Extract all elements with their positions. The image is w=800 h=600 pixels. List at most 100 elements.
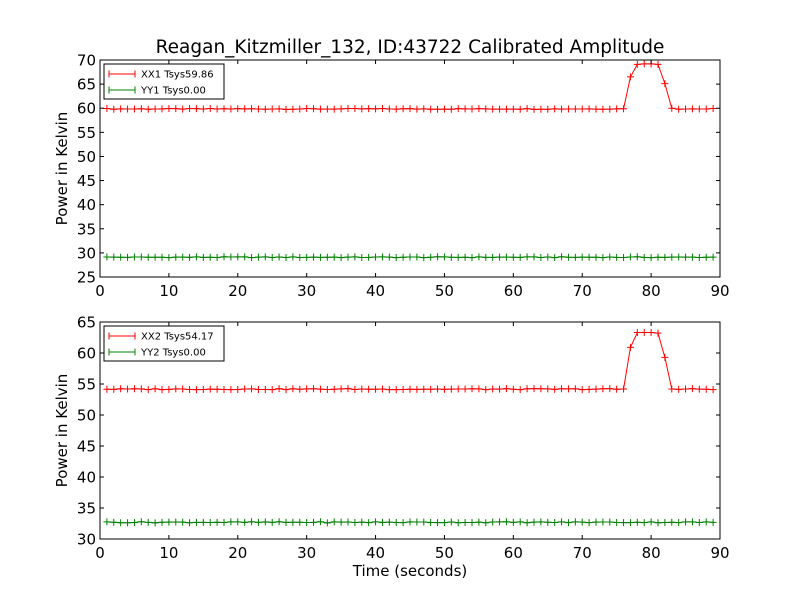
data-point: [358, 253, 366, 261]
y-axis-label: Power in Kelvin: [53, 112, 71, 226]
data-point: [378, 253, 386, 261]
data-point: [427, 519, 435, 527]
data-point: [489, 253, 497, 261]
data-point: [234, 253, 242, 261]
data-point: [282, 254, 290, 262]
data-point: [661, 80, 669, 88]
data-point: [192, 386, 200, 394]
data-point: [103, 105, 111, 113]
data-point: [537, 385, 545, 393]
data-point: [144, 386, 152, 394]
y-tick-label: 70: [77, 52, 96, 70]
data-point: [406, 518, 414, 526]
data-point: [675, 105, 683, 113]
data-point: [468, 519, 476, 527]
data-point: [647, 329, 655, 337]
data-point: [447, 253, 455, 261]
data-point: [268, 105, 276, 113]
data-point: [571, 253, 579, 261]
data-point: [509, 518, 517, 526]
data-point: [186, 253, 194, 261]
data-point: [261, 105, 269, 113]
data-point: [241, 385, 249, 393]
data-point: [220, 105, 228, 113]
data-point: [606, 518, 614, 526]
data-point: [461, 105, 469, 113]
data-point: [165, 254, 173, 262]
data-point: [516, 386, 524, 394]
data-point: [282, 105, 290, 113]
y-tick-label: 60: [77, 100, 96, 118]
y-axis-label: Power in Kelvin: [53, 374, 71, 488]
data-point: [337, 518, 345, 526]
data-point: [179, 385, 187, 393]
chart-title: Reagan_Kitzmiller_132, ID:43722 Calibrat…: [156, 37, 665, 58]
data-point: [275, 518, 283, 526]
data-point: [661, 519, 669, 527]
plot-frame: [99, 59, 721, 278]
data-point: [213, 105, 221, 113]
y-tick-label: 40: [77, 196, 96, 214]
data-point: [199, 253, 207, 261]
data-point: [227, 105, 235, 113]
data-point: [406, 385, 414, 393]
data-point: [482, 386, 490, 394]
data-point: [640, 60, 648, 68]
data-point: [551, 254, 559, 262]
data-point: [323, 253, 331, 261]
data-point: [675, 253, 683, 261]
data-point: [172, 385, 180, 393]
data-point: [378, 385, 386, 393]
data-point: [502, 253, 510, 261]
data-point: [420, 518, 428, 526]
data-point: [110, 105, 118, 113]
data-point: [633, 60, 641, 68]
data-point: [447, 518, 455, 526]
data-point: [365, 253, 373, 261]
data-point: [165, 385, 173, 393]
data-point: [695, 518, 703, 526]
data-point: [709, 105, 717, 113]
data-point: [530, 518, 538, 526]
data-point: [640, 253, 648, 261]
data-point: [392, 386, 400, 394]
data-point: [151, 105, 159, 113]
data-point: [461, 253, 469, 261]
data-point: [626, 343, 634, 351]
data-point: [530, 105, 538, 113]
data-point: [454, 105, 462, 113]
plot-frame: [99, 321, 721, 540]
data-point: [599, 518, 607, 526]
data-point: [475, 518, 483, 526]
data-point: [502, 105, 510, 113]
data-point: [523, 253, 531, 261]
data-point: [633, 329, 641, 337]
data-point: [248, 518, 256, 526]
data-point: [413, 253, 421, 261]
data-point: [585, 105, 593, 113]
data-point: [303, 253, 311, 261]
data-point: [192, 253, 200, 261]
data-point: [434, 253, 442, 261]
data-point: [406, 105, 414, 113]
data-point: [496, 385, 504, 393]
x-tick-label: 60: [504, 282, 523, 300]
data-point: [626, 253, 634, 261]
data-point: [413, 518, 421, 526]
data-point: [124, 385, 132, 393]
data-point: [640, 329, 648, 337]
data-point: [399, 253, 407, 261]
data-point: [344, 385, 352, 393]
data-point: [447, 105, 455, 113]
data-point: [413, 105, 421, 113]
data-point: [310, 518, 318, 526]
data-point: [303, 385, 311, 393]
x-tick-label: 50: [435, 544, 454, 562]
data-point: [668, 518, 676, 526]
data-point: [330, 253, 338, 261]
bottom-panel: 0 10 20 30 40 50 60 70 80 90 30 35 40 45 50 55 60 65 Power…: [53, 314, 730, 563]
data-point: [702, 518, 710, 526]
data-point: [427, 105, 435, 113]
y-tick-label: 35: [77, 500, 96, 518]
data-point: [523, 385, 531, 393]
